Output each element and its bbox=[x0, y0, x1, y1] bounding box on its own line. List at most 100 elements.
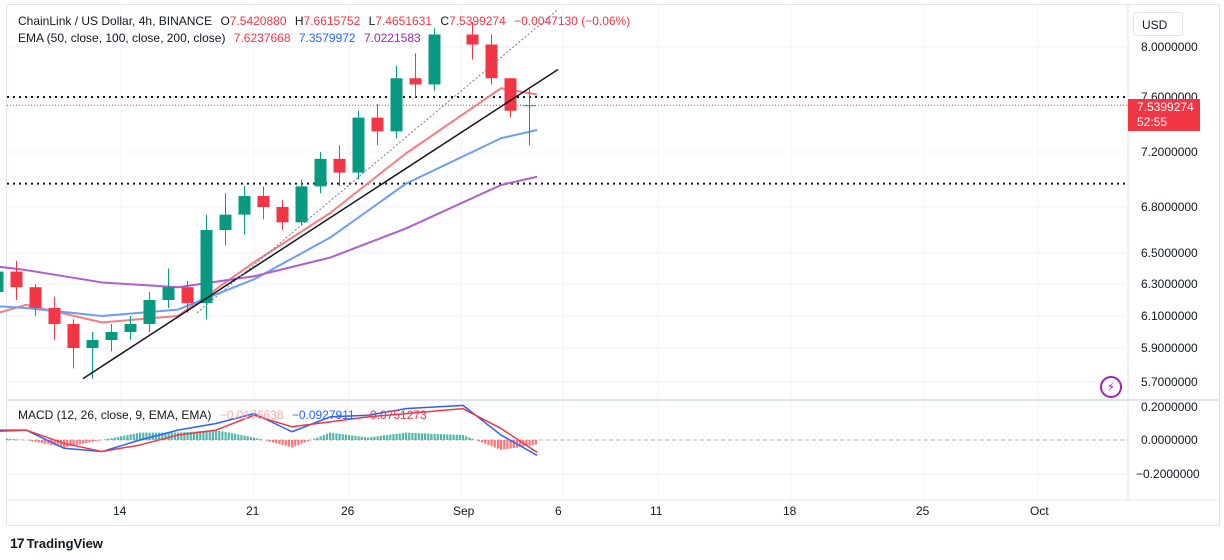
time-tick-label: Sep bbox=[453, 504, 475, 518]
macd-histogram-bar bbox=[360, 436, 363, 440]
macd-histogram-bar bbox=[281, 440, 284, 445]
candle bbox=[333, 145, 346, 187]
candle bbox=[0, 271, 4, 292]
macd-histogram-bar bbox=[367, 437, 370, 440]
time-tick-label: 11 bbox=[650, 504, 663, 518]
price-tick-label: 6.1000000 bbox=[1141, 309, 1198, 323]
macd-histogram-bar bbox=[158, 432, 161, 440]
macd-histogram-bar bbox=[230, 433, 234, 440]
macd-histogram-bar bbox=[104, 439, 107, 440]
macd-histogram-bar bbox=[15, 439, 18, 440]
macd-histogram-bar bbox=[401, 432, 405, 440]
macd-histogram-bar bbox=[348, 435, 351, 440]
currency-button[interactable]: USD bbox=[1133, 12, 1183, 36]
macd-histogram-bar bbox=[234, 433, 237, 440]
macd-histogram-bar bbox=[458, 434, 462, 440]
candle bbox=[48, 296, 61, 340]
last-price-tag: 7.5399274 52:55 bbox=[1128, 99, 1200, 131]
macd-histogram-bar bbox=[135, 433, 139, 440]
macd-histogram-bar bbox=[126, 435, 129, 440]
macd-histogram-bar bbox=[202, 430, 205, 440]
candle bbox=[181, 280, 194, 313]
macd-histogram-bar bbox=[300, 440, 303, 444]
macd-histogram-bar bbox=[221, 431, 224, 440]
tradingview-logo-icon: 17 bbox=[10, 535, 25, 551]
macd-histogram-bar bbox=[363, 437, 367, 440]
ema100-value: 7.3579972 bbox=[298, 31, 356, 45]
macd-label[interactable]: MACD (12, 26, close, 9, EMA, EMA) bbox=[18, 408, 212, 422]
candle bbox=[86, 332, 99, 379]
candle bbox=[257, 186, 270, 220]
macd-histogram-bar bbox=[253, 437, 256, 440]
macd-histogram-bar bbox=[47, 440, 50, 445]
macd-histogram-bar bbox=[424, 433, 427, 440]
macd-histogram-bar bbox=[113, 437, 116, 440]
time-tick-label: 18 bbox=[783, 504, 797, 518]
candle-body bbox=[390, 78, 403, 132]
candle-body bbox=[504, 78, 517, 111]
tradingview-logo[interactable]: 17 TradingView bbox=[10, 535, 103, 551]
macd-histogram-bar bbox=[183, 432, 186, 440]
candle-body bbox=[86, 340, 99, 348]
trendline-dotted bbox=[196, 9, 559, 314]
macd-histogram-bar bbox=[297, 440, 300, 445]
candle-body bbox=[428, 34, 441, 85]
time-tick-label: 6 bbox=[555, 504, 562, 518]
candle bbox=[10, 260, 23, 300]
brand-name: TradingView bbox=[26, 536, 103, 551]
macd-histogram-bar bbox=[249, 436, 253, 440]
ema-line-200 bbox=[0, 175, 538, 289]
high-value: 7.6615752 bbox=[303, 14, 361, 28]
price-tick-label: 6.8000000 bbox=[1141, 200, 1198, 214]
last-price: 7.5399274 bbox=[1137, 100, 1194, 114]
price-tick-label: 6.3000000 bbox=[1141, 277, 1198, 291]
macd-histogram-bar bbox=[284, 440, 287, 446]
macd-histogram-bar bbox=[351, 435, 354, 440]
macd-signal-line bbox=[0, 407, 538, 454]
macd-histogram-bar bbox=[243, 435, 246, 440]
candle bbox=[29, 284, 42, 316]
macd-histogram-bar bbox=[316, 437, 319, 440]
macd-histogram-bar bbox=[186, 431, 189, 440]
macd-histogram-bar bbox=[97, 440, 101, 441]
macd-histogram-bar bbox=[44, 440, 47, 444]
lightning-icon[interactable]: ⚡ bbox=[1100, 376, 1122, 398]
macd-histogram-bar bbox=[455, 434, 458, 440]
macd-histogram-bar bbox=[132, 433, 135, 440]
candle-body bbox=[257, 196, 270, 207]
macd-histogram-bar bbox=[78, 440, 82, 445]
macd-histogram-bar bbox=[167, 432, 170, 440]
ema-label[interactable]: EMA (50, close, 100, close, 200, close) bbox=[18, 31, 226, 45]
macd-histogram-bar bbox=[354, 435, 357, 440]
candle-body bbox=[162, 287, 175, 300]
macd-histogram-bar bbox=[28, 440, 31, 441]
macd-histogram-bar bbox=[227, 432, 230, 440]
chart-frame bbox=[6, 4, 1220, 526]
candle-body bbox=[523, 105, 536, 107]
macd-histogram-bar bbox=[145, 432, 148, 440]
ema200-value: 7.0221583 bbox=[363, 31, 421, 45]
candle-body bbox=[219, 214, 232, 230]
macd-histogram-bar bbox=[487, 440, 490, 445]
price-tick-label: 6.5000000 bbox=[1141, 246, 1198, 260]
macd-histogram-bar bbox=[392, 434, 395, 440]
candle-body bbox=[409, 78, 422, 85]
candle-body bbox=[29, 287, 42, 308]
candle-body bbox=[466, 34, 479, 45]
price-tick-label: 7.2000000 bbox=[1141, 145, 1198, 159]
macd-histogram-bar bbox=[53, 440, 56, 446]
macd-histogram-bar bbox=[142, 432, 145, 440]
price-tick-label: 5.7000000 bbox=[1141, 375, 1198, 389]
macd-histogram-bar bbox=[332, 432, 335, 440]
symbol-title[interactable]: ChainLink / US Dollar, 4h, BINANCE bbox=[18, 14, 213, 28]
macd-histogram-bar bbox=[189, 431, 192, 440]
macd-histogram-bar bbox=[208, 430, 211, 440]
macd-line bbox=[0, 404, 538, 456]
macd-histogram-bar bbox=[344, 434, 348, 440]
macd-histogram-bar bbox=[319, 436, 322, 440]
macd-histogram-bar bbox=[462, 435, 465, 440]
macd-histogram-bar bbox=[389, 434, 392, 440]
macd-histogram-bar bbox=[12, 439, 15, 440]
candle-body bbox=[181, 287, 194, 304]
